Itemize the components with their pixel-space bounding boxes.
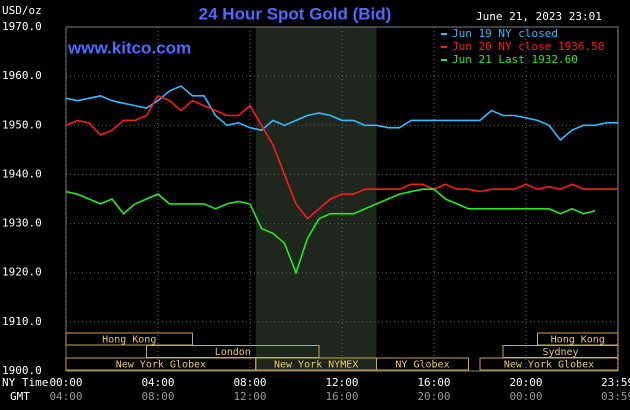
session-label: Hong Kong	[102, 335, 156, 346]
legend-label: Jun 20 NY close 1936.50	[452, 40, 604, 53]
y-tick-label: 1950.0	[2, 118, 42, 131]
legend-label: Jun 21 Last 1932.60	[452, 53, 578, 66]
session-label: NY Globex	[395, 360, 449, 371]
y-tick-label: 1960.0	[2, 69, 42, 82]
x2-tick-label: 04:00	[49, 390, 82, 403]
series-line	[65, 188, 596, 276]
x-tick-label: 20:00	[509, 376, 542, 389]
chart-title: 24 Hour Spot Gold (Bid)	[199, 4, 392, 23]
session-label: New York Globex	[116, 360, 206, 371]
chart-date: June 21, 2023 23:01	[476, 10, 602, 23]
series-line	[65, 94, 618, 220]
x-axis-label: NY Time	[2, 376, 48, 389]
x-tick-label: 04:00	[141, 376, 174, 389]
legend-label: Jun 19 NY closed	[452, 27, 558, 40]
session-bar	[479, 357, 619, 371]
session-bar	[65, 332, 193, 346]
x2-tick-label: 20:00	[417, 390, 450, 403]
session-label: London	[215, 347, 251, 358]
session-bar	[376, 357, 469, 371]
y-tick-label: 1900.0	[2, 364, 42, 377]
session-label: New York Globex	[504, 360, 594, 371]
y-tick-label: 1930.0	[2, 217, 42, 230]
session-shade	[255, 27, 377, 371]
y-tick-label: 1910.0	[2, 315, 42, 328]
x2-tick-label: 12:00	[233, 390, 266, 403]
y-axis-label: USD/oz	[2, 4, 42, 17]
x-tick-label: 00:00	[49, 376, 82, 389]
series-line	[65, 85, 618, 142]
x2-axis-label: GMT	[10, 390, 30, 403]
x2-tick-label: 03:59	[601, 390, 630, 403]
session-label: New York NYMEX	[274, 360, 358, 371]
y-tick-label: 1940.0	[2, 167, 42, 180]
x2-tick-label: 00:00	[509, 390, 542, 403]
x-tick-label: 23:59	[601, 376, 630, 389]
session-label: Sydney	[542, 347, 578, 358]
x2-tick-label: 08:00	[141, 390, 174, 403]
x-tick-label: 08:00	[233, 376, 266, 389]
y-tick-label: 1920.0	[2, 266, 42, 279]
session-label: Hong Kong	[551, 335, 605, 346]
watermark: www.kitco.com	[67, 38, 191, 57]
x2-tick-label: 16:00	[325, 390, 358, 403]
x-tick-label: 16:00	[417, 376, 450, 389]
y-tick-label: 1970.0	[2, 20, 42, 33]
x-tick-label: 12:00	[325, 376, 358, 389]
